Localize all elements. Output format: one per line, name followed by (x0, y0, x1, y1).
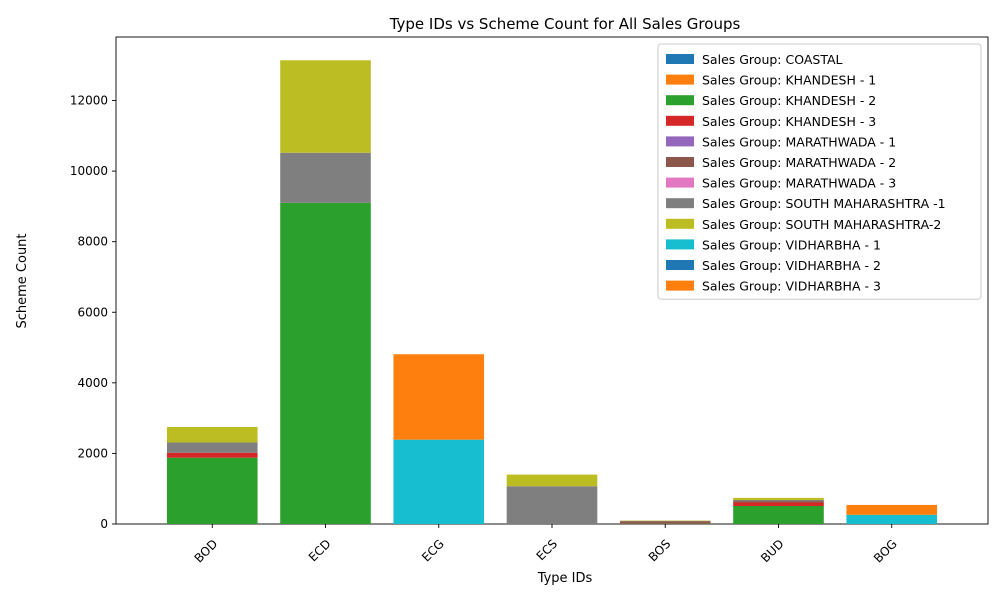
legend-label: Sales Group: KHANDESH - 3 (702, 114, 876, 129)
legend-label: Sales Group: MARATHWADA - 3 (702, 176, 896, 191)
legend-label: Sales Group: SOUTH MAHARASHTRA-2 (702, 217, 941, 232)
legend-label: Sales Group: VIDHARBHA - 3 (702, 279, 881, 294)
y-tick-label: 12000 (70, 94, 108, 108)
x-axis-ticks: BOD ECD ECG ECS BOS BUD BOG (192, 524, 900, 566)
x-axis-label: Type IDs (537, 571, 593, 586)
y-axis-ticks: 0 2000 4000 6000 8000 10000 12000 (70, 94, 116, 531)
y-tick-label: 4000 (77, 376, 108, 390)
bar-bog-series-11 (846, 504, 938, 515)
legend-swatch (666, 280, 694, 291)
legend-box (657, 43, 982, 300)
x-tick-label: ECS (534, 537, 561, 564)
x-tick-label: BUD (758, 537, 786, 565)
legend-label: Sales Group: VIDHARBHA - 2 (702, 258, 881, 273)
legend-swatch (666, 157, 694, 167)
x-tick-label: BOD (192, 537, 221, 566)
bar-bog-series-9 (846, 514, 938, 524)
x-tick-label: BOS (646, 537, 674, 565)
legend-swatch (666, 74, 694, 85)
legend-label: Sales Group: VIDHARBHA - 1 (702, 237, 881, 252)
legend-swatch (666, 136, 694, 147)
legend: Sales Group: COASTAL Sales Group: KHANDES… (657, 43, 982, 300)
bar-ecs-series-8 (506, 474, 598, 487)
legend-swatch (666, 198, 694, 209)
bar-bud-series-5 (733, 501, 824, 503)
legend-swatch (666, 218, 694, 229)
legend-label: Sales Group: SOUTH MAHARASHTRA -1 (702, 196, 946, 211)
bar-bud-series-2 (733, 506, 824, 524)
bar-bud-series-8 (733, 497, 824, 501)
x-tick-label: ECD (306, 537, 334, 565)
bar-bos-series-5 (619, 521, 711, 524)
legend-swatch (666, 54, 694, 64)
bar-bud-series-7 (733, 500, 824, 502)
y-tick-label: 2000 (77, 446, 108, 460)
y-tick-label: 10000 (70, 164, 108, 178)
legend-label: Sales Group: MARATHWADA - 1 (702, 134, 896, 149)
bar-bod-series-3 (166, 452, 258, 458)
y-axis-label: Scheme Count (15, 233, 30, 328)
bar-ecg-series-9 (393, 439, 485, 524)
y-tick-label: 6000 (77, 305, 108, 319)
bar-ecd-series-2 (280, 202, 371, 525)
bar-bod-series-2 (166, 457, 258, 524)
legend-swatch (666, 260, 694, 270)
bar-ecs-series-7 (506, 486, 598, 524)
legend-swatch (666, 95, 694, 106)
bar-ecd-series-7 (280, 152, 371, 203)
y-tick-label: 0 (100, 517, 108, 531)
legend-swatch (666, 115, 694, 126)
x-tick-label: BOG (871, 537, 900, 566)
legend-label: Sales Group: MARATHWADA - 2 (702, 155, 896, 170)
bar-bod-series-7 (166, 442, 258, 453)
legend-label: Sales Group: KHANDESH - 1 (702, 73, 876, 88)
bar-bud-series-3 (733, 502, 824, 507)
legend-label: Sales Group: COASTAL (702, 52, 843, 67)
bar-ecg-series-11 (393, 354, 485, 440)
y-tick-label: 8000 (77, 235, 108, 249)
x-tick-label: ECG (419, 537, 447, 565)
legend-swatch (666, 239, 694, 250)
chart-title: Type IDs vs Scheme Count for All Sales G… (389, 15, 741, 33)
bar-ecd-series-8 (280, 60, 371, 153)
bars-group (166, 60, 938, 525)
bar-bod-series-8 (166, 426, 258, 443)
legend-label: Sales Group: KHANDESH - 2 (702, 93, 876, 108)
legend-swatch (666, 177, 694, 188)
